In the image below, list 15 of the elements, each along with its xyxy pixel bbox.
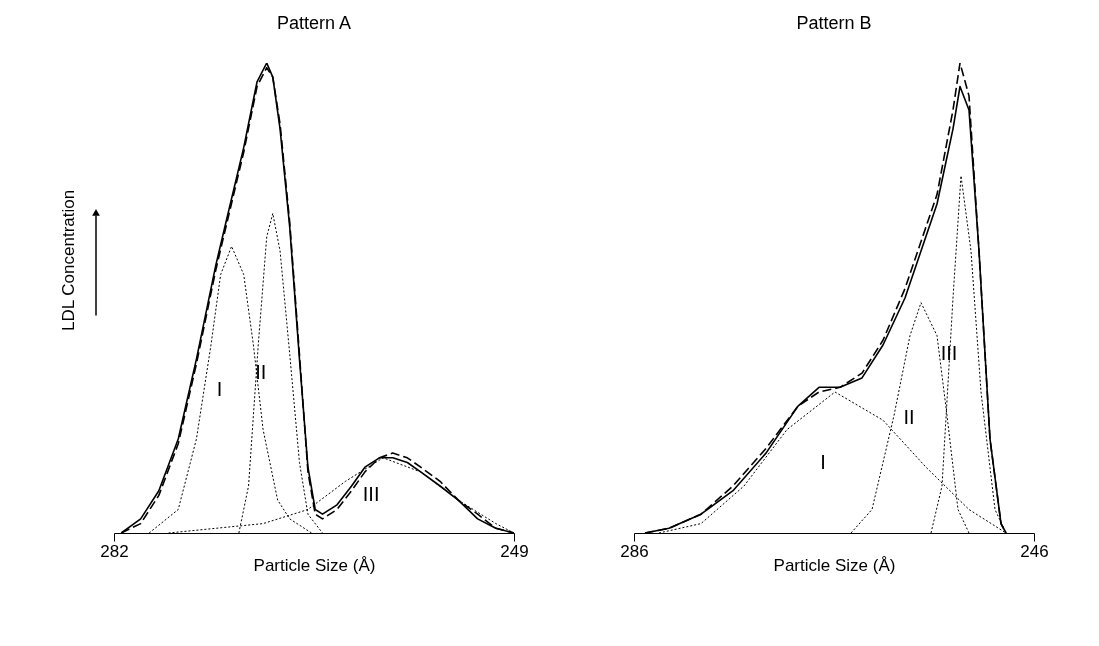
series-label: I (216, 377, 223, 400)
x-tick-label: 286 (620, 541, 649, 561)
x-axis-title: Particle Size (Å) (253, 555, 376, 575)
x-tick-label: 282 (100, 541, 129, 561)
series-label: II (903, 405, 915, 428)
chart-title: Pattern B (796, 13, 872, 33)
y-axis-title: LDL Concentration (59, 189, 78, 331)
series-label: II (255, 361, 267, 384)
chart-title: Pattern A (276, 13, 352, 33)
x-tick-label: 246 (1020, 541, 1049, 561)
x-axis-title: Particle Size (Å) (773, 555, 896, 575)
series-label: III (362, 483, 380, 506)
x-tick-label: 249 (500, 541, 529, 561)
series-label: I (820, 450, 826, 473)
series-label: III (940, 342, 958, 365)
